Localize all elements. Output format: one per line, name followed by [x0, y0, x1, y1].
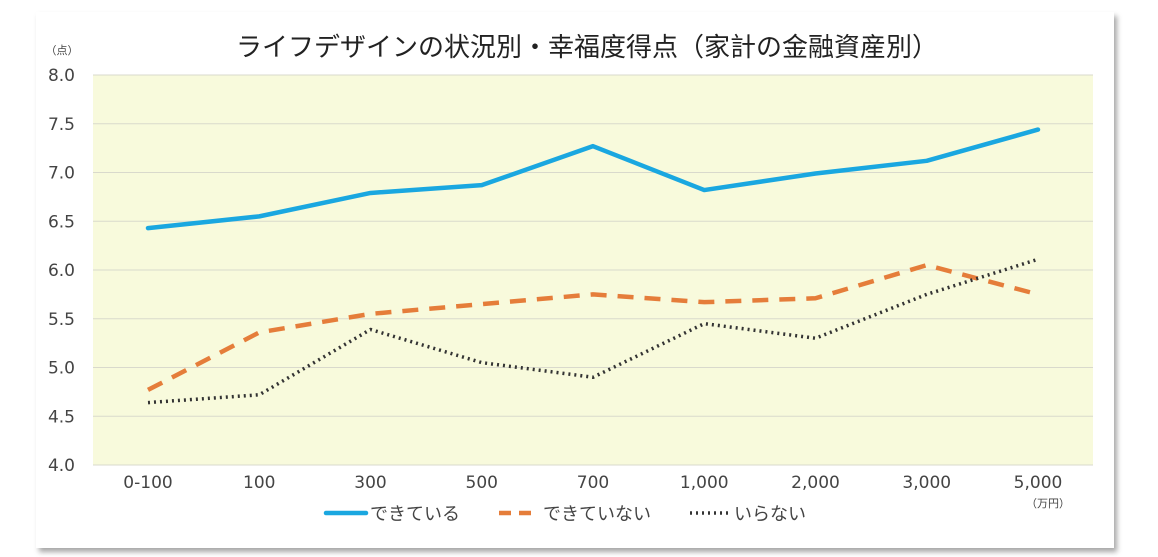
x-tick-label: 2,000 — [791, 473, 840, 493]
y-tick-label: 4.5 — [48, 407, 75, 427]
x-tick-label: 1,000 — [680, 473, 729, 493]
legend-label-1: できている — [370, 504, 460, 525]
series-line-2 — [146, 262, 1039, 392]
y-axis-unit: （点） — [46, 44, 79, 57]
legend-label-3: いらない — [734, 504, 806, 525]
y-tick-label: 6.0 — [48, 261, 75, 281]
y-tick-label: 5.5 — [48, 310, 75, 330]
x-tick-label: 5,000 — [1014, 473, 1063, 493]
x-tick-label: 100 — [243, 473, 275, 493]
x-axis-unit: （万円） — [1026, 497, 1070, 510]
y-tick-label: 7.5 — [48, 115, 75, 135]
x-tick-label: 0-100 — [123, 473, 172, 493]
y-tick-label: 4.0 — [48, 456, 75, 476]
series-line-3 — [147, 257, 1039, 405]
x-tick-label: 700 — [577, 473, 609, 493]
chart-title: ライフデザインの状況別・幸福度得点（家計の金融資産別） — [236, 33, 938, 63]
y-tick-label: 6.5 — [48, 212, 75, 232]
x-tick-label: 3,000 — [902, 473, 951, 493]
y-tick-label: 7.0 — [48, 164, 75, 184]
x-tick-label: 500 — [466, 473, 498, 493]
y-tick-label: 8.0 — [48, 66, 75, 86]
x-tick-label: 300 — [354, 473, 386, 493]
y-tick-label: 5.0 — [48, 359, 75, 379]
legend-label-2: できていない — [543, 504, 651, 525]
series-line-1 — [145, 127, 1041, 231]
